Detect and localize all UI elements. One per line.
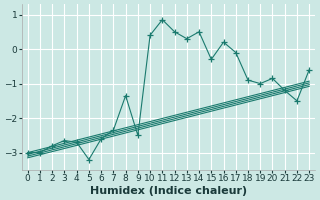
X-axis label: Humidex (Indice chaleur): Humidex (Indice chaleur)	[90, 186, 247, 196]
